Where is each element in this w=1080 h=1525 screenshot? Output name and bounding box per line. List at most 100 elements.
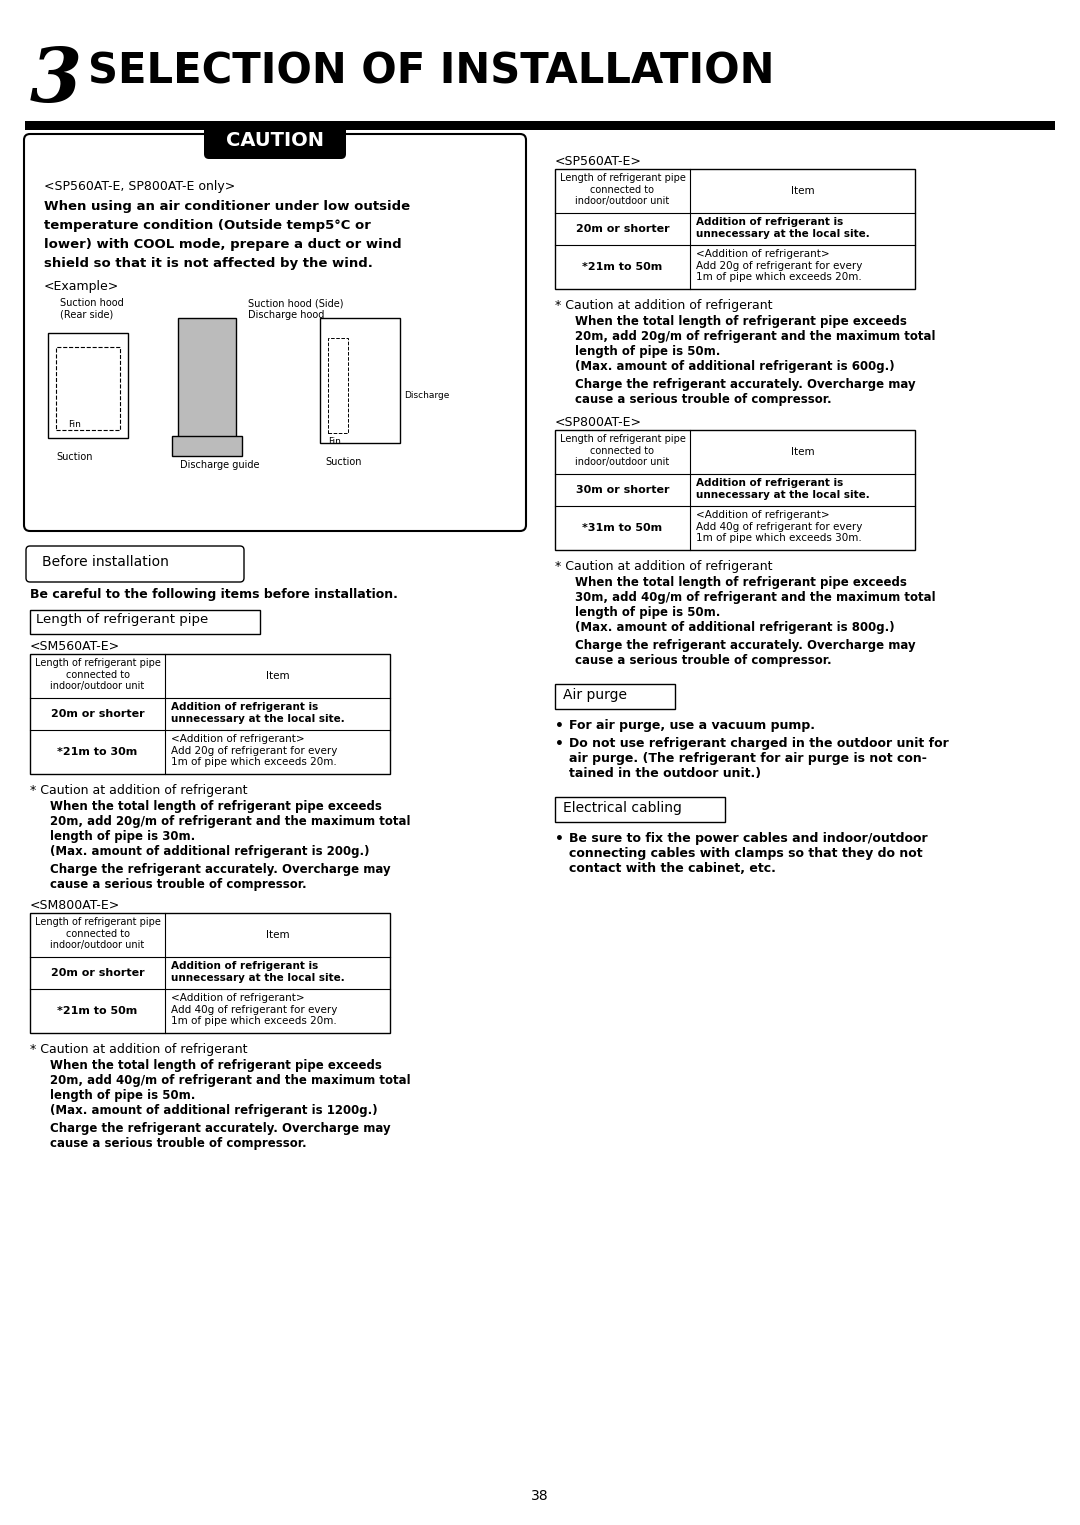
Text: When the total length of refrigerant pipe exceeds: When the total length of refrigerant pip… — [575, 316, 907, 328]
Text: cause a serious trouble of compressor.: cause a serious trouble of compressor. — [50, 1138, 307, 1150]
Text: Be careful to the following items before installation.: Be careful to the following items before… — [30, 589, 397, 601]
Text: Charge the refrigerant accurately. Overcharge may: Charge the refrigerant accurately. Overc… — [50, 863, 391, 875]
Text: length of pipe is 30m.: length of pipe is 30m. — [50, 830, 195, 843]
Text: Addition of refrigerant is
unnecessary at the local site.: Addition of refrigerant is unnecessary a… — [696, 477, 869, 500]
Text: •: • — [555, 718, 564, 734]
Bar — [48, 332, 129, 438]
Text: CAUTION: CAUTION — [226, 131, 324, 149]
Text: •: • — [555, 737, 564, 750]
Text: Charge the refrigerant accurately. Overcharge may: Charge the refrigerant accurately. Overc… — [575, 378, 916, 390]
Text: Charge the refrigerant accurately. Overcharge may: Charge the refrigerant accurately. Overc… — [575, 639, 916, 653]
Bar — [30, 913, 390, 1032]
Text: cause a serious trouble of compressor.: cause a serious trouble of compressor. — [575, 393, 832, 406]
Text: tained in the outdoor unit.): tained in the outdoor unit.) — [569, 767, 761, 779]
Text: Length of refrigerant pipe
connected to
indoor/outdoor unit: Length of refrigerant pipe connected to … — [559, 172, 686, 206]
FancyBboxPatch shape — [204, 120, 346, 159]
Text: Discharge guide: Discharge guide — [180, 461, 259, 470]
Text: Length of refrigerant pipe: Length of refrigerant pipe — [36, 613, 208, 625]
Text: 30m or shorter: 30m or shorter — [576, 485, 670, 496]
Bar — [555, 798, 725, 822]
Text: lower) with COOL mode, prepare a duct or wind: lower) with COOL mode, prepare a duct or… — [44, 238, 402, 252]
Bar — [178, 319, 237, 438]
Text: Length of refrigerant pipe
connected to
indoor/outdoor unit: Length of refrigerant pipe connected to … — [35, 917, 161, 950]
Text: 20m, add 20g/m of refrigerant and the maximum total: 20m, add 20g/m of refrigerant and the ma… — [50, 814, 410, 828]
Text: Suction: Suction — [56, 451, 93, 462]
Text: * Caution at addition of refrigerant: * Caution at addition of refrigerant — [30, 1043, 247, 1055]
Text: <SP800AT-E>: <SP800AT-E> — [555, 416, 642, 429]
Text: Do not use refrigerant charged in the outdoor unit for: Do not use refrigerant charged in the ou… — [569, 737, 948, 750]
Text: * Caution at addition of refrigerant: * Caution at addition of refrigerant — [555, 560, 772, 573]
Text: <Addition of refrigerant>
Add 40g of refrigerant for every
1m of pipe which exce: <Addition of refrigerant> Add 40g of ref… — [696, 509, 862, 543]
Bar — [25, 120, 1055, 130]
Text: 3: 3 — [30, 46, 82, 117]
Text: (Max. amount of additional refrigerant is 800g.): (Max. amount of additional refrigerant i… — [575, 621, 894, 634]
Text: shield so that it is not affected by the wind.: shield so that it is not affected by the… — [44, 258, 373, 270]
Text: <Addition of refrigerant>
Add 20g of refrigerant for every
1m of pipe which exce: <Addition of refrigerant> Add 20g of ref… — [171, 734, 337, 767]
Bar — [172, 436, 242, 456]
Text: *21m to 30m: *21m to 30m — [57, 747, 137, 756]
Text: *31m to 50m: *31m to 50m — [582, 523, 662, 534]
Text: Item: Item — [266, 930, 289, 939]
FancyBboxPatch shape — [26, 546, 244, 583]
Text: When using an air conditioner under low outside: When using an air conditioner under low … — [44, 200, 410, 214]
Text: <Addition of refrigerant>
Add 40g of refrigerant for every
1m of pipe which exce: <Addition of refrigerant> Add 40g of ref… — [171, 993, 337, 1026]
Bar — [555, 685, 675, 709]
Text: Length of refrigerant pipe
connected to
indoor/outdoor unit: Length of refrigerant pipe connected to … — [35, 657, 161, 691]
Text: 20m or shorter: 20m or shorter — [51, 709, 145, 718]
Text: Be sure to fix the power cables and indoor/outdoor: Be sure to fix the power cables and indo… — [569, 833, 928, 845]
Text: Charge the refrigerant accurately. Overcharge may: Charge the refrigerant accurately. Overc… — [50, 1122, 391, 1135]
Text: When the total length of refrigerant pipe exceeds: When the total length of refrigerant pip… — [575, 576, 907, 589]
Text: cause a serious trouble of compressor.: cause a serious trouble of compressor. — [575, 654, 832, 666]
Text: length of pipe is 50m.: length of pipe is 50m. — [575, 345, 720, 358]
Text: (Max. amount of additional refrigerant is 200g.): (Max. amount of additional refrigerant i… — [50, 845, 369, 859]
Text: cause a serious trouble of compressor.: cause a serious trouble of compressor. — [50, 878, 307, 891]
Text: <SP560AT-E>: <SP560AT-E> — [555, 156, 642, 168]
Bar — [320, 319, 400, 442]
Text: *21m to 50m: *21m to 50m — [57, 1006, 137, 1016]
Text: * Caution at addition of refrigerant: * Caution at addition of refrigerant — [555, 299, 772, 313]
Text: 20m, add 20g/m of refrigerant and the maximum total: 20m, add 20g/m of refrigerant and the ma… — [575, 329, 935, 343]
Text: <Example>: <Example> — [44, 281, 119, 293]
Text: 38: 38 — [531, 1488, 549, 1504]
Text: Item: Item — [266, 671, 289, 682]
Text: Suction hood
(Rear side): Suction hood (Rear side) — [60, 297, 124, 320]
Text: Air purge: Air purge — [563, 688, 627, 702]
Text: 20m, add 40g/m of refrigerant and the maximum total: 20m, add 40g/m of refrigerant and the ma… — [50, 1074, 410, 1087]
Text: Suction: Suction — [325, 458, 362, 467]
Text: Suction hood (Side)
Discharge hood: Suction hood (Side) Discharge hood — [248, 297, 343, 320]
Bar — [56, 348, 120, 430]
Text: 20m or shorter: 20m or shorter — [576, 224, 670, 233]
Text: connecting cables with clamps so that they do not: connecting cables with clamps so that th… — [569, 846, 922, 860]
Text: 30m, add 40g/m of refrigerant and the maximum total: 30m, add 40g/m of refrigerant and the ma… — [575, 592, 935, 604]
Text: *21m to 50m: *21m to 50m — [582, 262, 663, 271]
Text: Item: Item — [791, 447, 814, 458]
Text: length of pipe is 50m.: length of pipe is 50m. — [50, 1089, 195, 1103]
Text: Discharge: Discharge — [404, 390, 449, 400]
Text: SELECTION OF INSTALLATION: SELECTION OF INSTALLATION — [87, 50, 774, 93]
Text: When the total length of refrigerant pipe exceeds: When the total length of refrigerant pip… — [50, 801, 382, 813]
Text: air purge. (The refrigerant for air purge is not con-: air purge. (The refrigerant for air purg… — [569, 752, 927, 766]
Bar — [555, 169, 915, 290]
Text: •: • — [555, 833, 564, 846]
Text: <SM560AT-E>: <SM560AT-E> — [30, 640, 120, 653]
Text: temperature condition (Outside temp5°C or: temperature condition (Outside temp5°C o… — [44, 220, 370, 232]
Text: When the total length of refrigerant pipe exceeds: When the total length of refrigerant pip… — [50, 1058, 382, 1072]
Text: <SP560AT-E, SP800AT-E only>: <SP560AT-E, SP800AT-E only> — [44, 180, 235, 194]
Text: Electrical cabling: Electrical cabling — [563, 801, 681, 814]
Text: Before installation: Before installation — [42, 555, 168, 569]
Text: Addition of refrigerant is
unnecessary at the local site.: Addition of refrigerant is unnecessary a… — [171, 961, 345, 982]
Text: Addition of refrigerant is
unnecessary at the local site.: Addition of refrigerant is unnecessary a… — [171, 702, 345, 723]
Text: Fin: Fin — [68, 419, 81, 429]
Text: 20m or shorter: 20m or shorter — [51, 968, 145, 978]
Text: Length of refrigerant pipe
connected to
indoor/outdoor unit: Length of refrigerant pipe connected to … — [559, 435, 686, 467]
Text: (Max. amount of additional refrigerant is 1200g.): (Max. amount of additional refrigerant i… — [50, 1104, 378, 1116]
Bar — [328, 339, 348, 433]
Text: For air purge, use a vacuum pump.: For air purge, use a vacuum pump. — [569, 718, 815, 732]
Text: length of pipe is 50m.: length of pipe is 50m. — [575, 605, 720, 619]
Bar — [30, 610, 260, 634]
Text: (Max. amount of additional refrigerant is 600g.): (Max. amount of additional refrigerant i… — [575, 360, 894, 374]
Text: <Addition of refrigerant>
Add 20g of refrigerant for every
1m of pipe which exce: <Addition of refrigerant> Add 20g of ref… — [696, 249, 862, 282]
Bar — [30, 654, 390, 775]
Bar — [555, 430, 915, 551]
Text: contact with the cabinet, etc.: contact with the cabinet, etc. — [569, 862, 775, 875]
